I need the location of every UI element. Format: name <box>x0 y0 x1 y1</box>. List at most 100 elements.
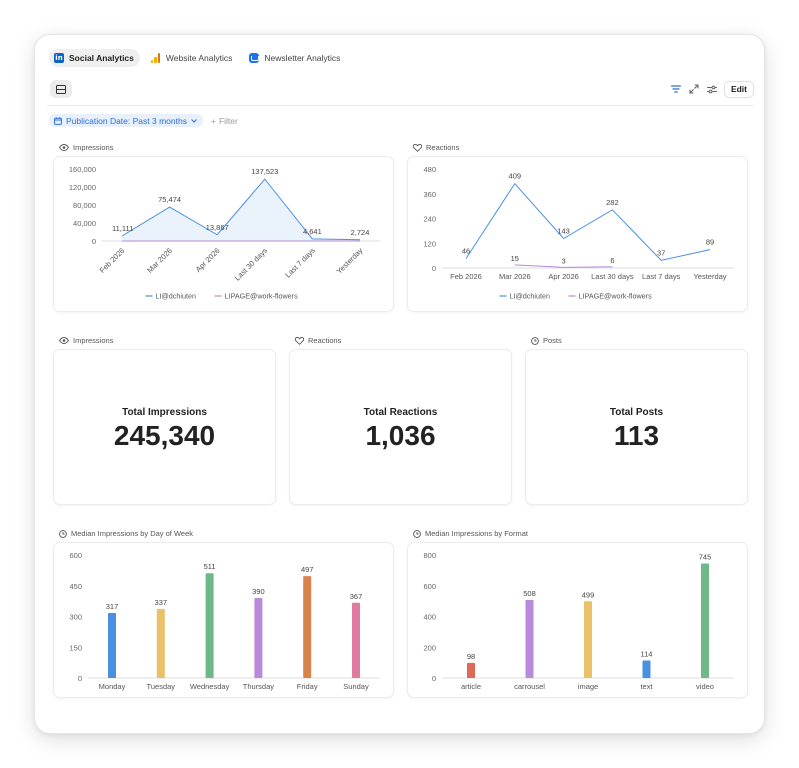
tab-social-analytics[interactable]: in Social Analytics <box>49 49 140 67</box>
x-tick-label: Feb 2026 <box>98 246 127 275</box>
expand-icon[interactable] <box>688 83 700 95</box>
clock-icon <box>59 529 67 538</box>
x-tick-label: text <box>640 682 653 691</box>
y-tick-label: 240 <box>423 215 436 224</box>
y-tick-label: 0 <box>432 674 436 683</box>
x-tick-label: Yesterday <box>693 272 726 281</box>
legend-label-li-dchiuten: LI@dchiuten <box>510 292 550 301</box>
bar-value-label: 745 <box>699 552 712 561</box>
y-tick-label: 300 <box>69 613 82 622</box>
layout-toggle-button[interactable] <box>50 80 72 98</box>
bar-value-label: 511 <box>204 562 216 571</box>
series-line-lipage-work-flowers <box>514 264 613 268</box>
bar <box>584 601 592 678</box>
linkedin-icon: in <box>54 53 64 63</box>
section-label: Median Impressions by Day of Week <box>71 529 193 538</box>
calendar-icon <box>54 116 62 125</box>
reactions-chart-title: Reactions <box>413 143 459 152</box>
bar-value-label: 508 <box>523 589 536 598</box>
median-day-chart-title: Median Impressions by Day of Week <box>59 529 193 538</box>
section-label: Impressions <box>73 143 114 152</box>
data-label: 37 <box>657 248 665 257</box>
x-tick-label: Friday <box>297 682 318 691</box>
x-tick-label: carrousel <box>514 682 545 691</box>
impressions-kpi-title: Impressions <box>59 336 113 345</box>
tab-bar: in Social Analytics Website Analytics Ne… <box>49 49 346 67</box>
x-tick-label: Thursday <box>243 682 275 691</box>
data-label: 6 <box>610 256 614 265</box>
heart-icon <box>413 143 422 152</box>
x-tick-label: Apr 2026 <box>194 246 222 274</box>
y-tick-label: 120 <box>423 239 436 248</box>
x-tick-label: Monday <box>99 682 126 691</box>
x-tick-label: Last 7 days <box>642 272 681 281</box>
total-reactions-card: Total Reactions 1,036 <box>289 349 512 505</box>
bar <box>352 602 360 678</box>
tab-newsletter-analytics[interactable]: Newsletter Analytics <box>244 49 346 67</box>
eye-icon <box>59 144 69 151</box>
x-tick-label: Sunday <box>343 682 369 691</box>
y-tick-label: 360 <box>423 190 436 199</box>
tab-label: Social Analytics <box>69 53 134 63</box>
bar <box>467 662 475 678</box>
settings-sliders-icon[interactable] <box>706 83 718 95</box>
data-label: 3 <box>562 256 566 265</box>
data-label: 137,523 <box>251 167 278 176</box>
section-label: Median Impressions by Format <box>425 529 528 538</box>
y-tick-label: 150 <box>69 643 82 652</box>
bar-value-label: 98 <box>467 652 475 661</box>
edit-button[interactable]: Edit <box>723 80 754 98</box>
tab-website-analytics[interactable]: Website Analytics <box>146 49 238 67</box>
bar <box>525 599 534 678</box>
bar <box>108 613 116 678</box>
newsletter-icon <box>249 53 260 63</box>
median-day-bar-chart: 600 450 300 150 0 317 Monday 337 Tuesday 511 Wedne… <box>69 551 380 691</box>
tab-label: Website Analytics <box>165 53 233 63</box>
bar-value-label: 499 <box>582 590 595 599</box>
total-posts-value: 113 <box>613 420 660 451</box>
filter-icon[interactable] <box>670 83 682 95</box>
clock-icon <box>413 529 421 538</box>
x-tick-label: Last 30 days <box>591 272 634 281</box>
y-tick-label: 160,000 <box>69 165 96 174</box>
bar-value-label: 317 <box>106 602 119 611</box>
x-tick-label: Last 30 days <box>233 246 270 283</box>
eye-icon <box>59 337 69 344</box>
bar <box>701 563 709 678</box>
y-tick-label: 120,000 <box>69 183 96 192</box>
publication-date-filter-chip[interactable]: Publication Date: Past 3 months <box>49 114 203 127</box>
bar-value-label: 390 <box>252 587 265 596</box>
data-label: 75,474 <box>158 195 181 204</box>
section-label: Reactions <box>308 336 342 345</box>
data-label: 409 <box>509 172 522 181</box>
y-tick-label: 480 <box>423 165 436 174</box>
posts-kpi-title: Posts <box>531 336 562 345</box>
y-tick-label: 40,000 <box>73 219 96 228</box>
section-label: Reactions <box>426 143 460 152</box>
x-tick-label: Tuesday <box>147 682 176 691</box>
series-line-li-dchiuten <box>121 178 361 241</box>
x-tick-label: Apr 2026 <box>548 272 578 281</box>
bar <box>642 660 651 678</box>
legend-label-lipage-work-flowers: LIPAGE@work-flowers <box>225 292 298 301</box>
median-format-chart-title: Median Impressions by Format <box>413 529 528 538</box>
data-label: 4,641 <box>303 227 322 236</box>
x-tick-label: article <box>461 682 481 691</box>
y-tick-label: 400 <box>423 613 436 622</box>
chevron-down-icon <box>191 118 197 123</box>
median-day-chart-card: 600 450 300 150 0 317 Monday 337 Tuesday 511 Wedne… <box>53 542 394 698</box>
total-impressions-label: Total Impressions <box>122 407 207 418</box>
data-label: 89 <box>706 238 714 247</box>
y-tick-label: 80,000 <box>73 201 96 210</box>
median-format-bar-chart: 800 600 400 200 0 98 article 508 carrousel 499 ima… <box>423 551 734 691</box>
legend-label-li-dchiuten: LI@dchiuten <box>156 292 196 301</box>
y-tick-label: 450 <box>69 582 82 591</box>
add-filter-button[interactable]: + Filter <box>211 116 238 126</box>
legend-label-lipage-work-flowers: LIPAGE@work-flowers <box>579 292 652 301</box>
bar-chart-icon <box>150 53 161 63</box>
dashboard-window: in Social Analytics Website Analytics Ne… <box>34 34 765 734</box>
bar <box>303 576 312 678</box>
y-tick-label: 0 <box>432 264 436 273</box>
x-tick-label: Feb 2026 <box>450 272 482 281</box>
data-label: 46 <box>462 247 470 256</box>
